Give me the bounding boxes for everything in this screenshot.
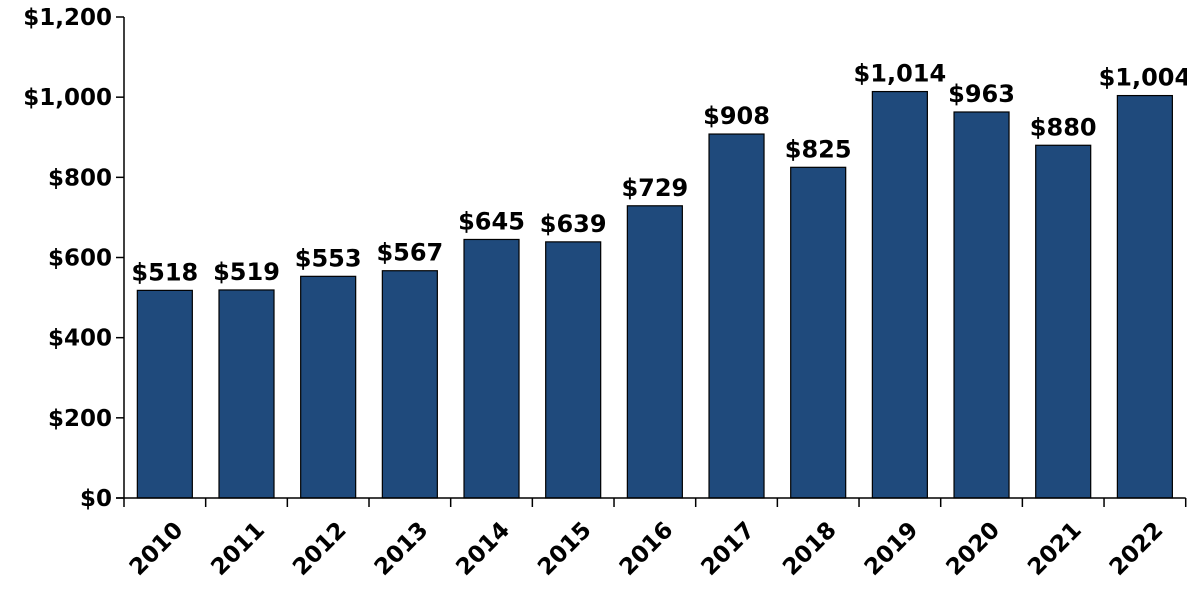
bar-2016 bbox=[626, 205, 683, 499]
x-tick-label: 2012 bbox=[288, 517, 352, 581]
data-label: $880 bbox=[1030, 113, 1097, 141]
data-label: $825 bbox=[785, 135, 852, 163]
bar-2022 bbox=[1116, 94, 1173, 499]
y-tick-label: $200 bbox=[48, 406, 112, 432]
x-tick-label: 2017 bbox=[696, 517, 760, 581]
data-label: $639 bbox=[540, 210, 607, 238]
data-label: $645 bbox=[458, 207, 525, 235]
bar-2010 bbox=[136, 289, 193, 499]
data-label: $963 bbox=[948, 80, 1015, 108]
y-tick-label: $600 bbox=[48, 246, 112, 272]
bar-2014 bbox=[463, 238, 520, 499]
x-tick-label: 2011 bbox=[206, 517, 270, 581]
x-tick-label: 2013 bbox=[370, 517, 434, 581]
bar-2021 bbox=[1035, 144, 1092, 499]
y-tick-label: $0 bbox=[80, 486, 112, 512]
y-tick-label: $1,200 bbox=[23, 5, 112, 31]
x-tick-label: 2016 bbox=[615, 517, 679, 581]
x-tick-label: 2010 bbox=[125, 517, 189, 581]
bar-2013 bbox=[381, 270, 438, 499]
data-label: $1,014 bbox=[854, 60, 947, 88]
x-tick-label: 2020 bbox=[941, 517, 1005, 581]
data-label: $729 bbox=[621, 174, 688, 202]
data-label: $567 bbox=[376, 239, 443, 267]
data-label: $553 bbox=[295, 244, 362, 272]
bar-2017 bbox=[708, 133, 765, 499]
bar-2015 bbox=[545, 241, 602, 499]
bar-2020 bbox=[953, 111, 1010, 499]
x-tick-label: 2015 bbox=[533, 517, 597, 581]
x-tick-label: 2022 bbox=[1105, 517, 1169, 581]
data-label: $1,004 bbox=[1099, 64, 1187, 92]
x-tick-label: 2018 bbox=[778, 517, 842, 581]
data-label: $908 bbox=[703, 102, 770, 130]
bar-2011 bbox=[218, 289, 275, 499]
y-tick-label: $1,000 bbox=[23, 85, 112, 111]
data-label: $518 bbox=[131, 258, 198, 286]
y-tick-label: $400 bbox=[48, 326, 112, 352]
y-tick-label: $800 bbox=[48, 165, 112, 191]
bar-2012 bbox=[300, 275, 357, 499]
data-label: $519 bbox=[213, 258, 280, 286]
bar-2019 bbox=[871, 90, 928, 499]
x-tick-label: 2019 bbox=[860, 517, 924, 581]
x-tick-label: 2021 bbox=[1023, 517, 1087, 581]
bar-2018 bbox=[790, 166, 847, 499]
x-tick-label: 2014 bbox=[451, 517, 515, 581]
